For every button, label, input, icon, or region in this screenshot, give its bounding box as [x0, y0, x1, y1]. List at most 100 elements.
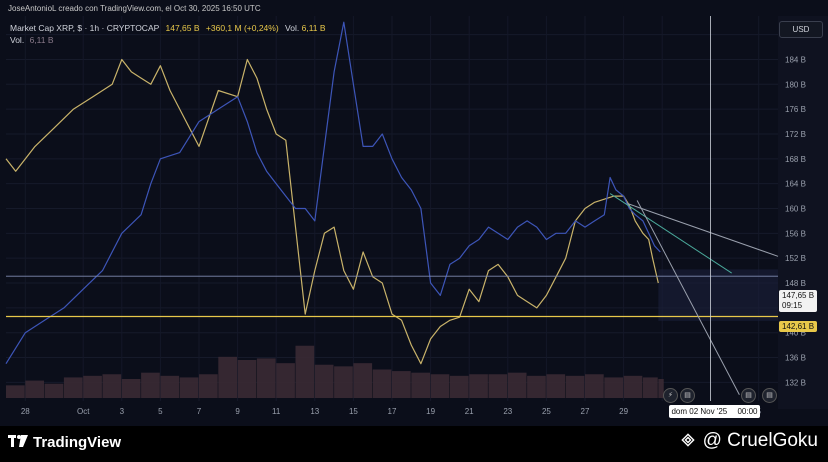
x-tick-label: 9 [235, 407, 240, 416]
volume-bar [295, 345, 315, 398]
volume-bar [469, 374, 488, 398]
x-tick-label: 13 [310, 407, 319, 416]
currency-button[interactable]: USD [779, 21, 823, 38]
volume-bar [565, 375, 585, 398]
volume-bar [141, 372, 160, 398]
volume-bar [276, 363, 295, 398]
volume-bar [507, 372, 527, 398]
y-tick-label: 152 B [785, 254, 806, 263]
volume-bar [63, 377, 83, 398]
symbol-name[interactable]: Market Cap XRP, $ · 1h · CRYPTOCAP [10, 23, 160, 33]
volume-bar [160, 375, 180, 398]
y-tick-label: 184 B [785, 55, 806, 64]
volume-bar [411, 372, 430, 398]
current-price-tag: 147,65 B 09:15 [779, 290, 818, 312]
volume-bar [44, 383, 64, 398]
volume-bar [314, 364, 334, 398]
x-tick-label: 21 [465, 407, 474, 416]
y-tick-label: 176 B [785, 105, 806, 114]
volume-bar [585, 374, 604, 398]
volume-bar [237, 360, 257, 398]
volume-bar [623, 375, 643, 398]
current-price-value: 147,65 B [782, 291, 815, 300]
countdown-timer: 09:15 [782, 301, 803, 310]
volume-bar [25, 380, 44, 398]
header-price: 147,65 B [165, 23, 200, 33]
news-icon[interactable]: ▤ [680, 388, 695, 403]
header-vol-value: 6,11 B [301, 23, 326, 33]
x-tick-label: 5 [158, 407, 163, 416]
volume-bar [199, 374, 218, 398]
x-tick-label: 3 [120, 407, 125, 416]
x-tick-label: 29 [619, 407, 628, 416]
volume-value: 6,11 B [29, 35, 54, 45]
trend-line [636, 200, 740, 396]
x-tick-label: 27 [581, 407, 590, 416]
watermark-text: @ CruelGoku [702, 430, 818, 451]
volume-bar [179, 377, 199, 398]
x-tick-label: 11 [272, 407, 281, 416]
crosshair-time: 00:00 [737, 407, 758, 416]
overlay-series-line [5, 21, 661, 365]
volume-bar [218, 356, 237, 398]
tradingview-brand: TradingView [33, 434, 122, 451]
y-tick-label: 180 B [785, 80, 806, 89]
news-icon-3[interactable]: ▤ [762, 388, 777, 403]
volume-label: Vol. [10, 35, 25, 45]
x-tick-label: 23 [503, 407, 512, 416]
header-vol-label: Vol. [285, 23, 300, 33]
volume-bar [256, 358, 276, 398]
volume-legend: Vol. 6,11 B [10, 35, 54, 45]
trend-line [609, 193, 732, 274]
volume-bar [6, 385, 25, 398]
header-change: +360,1 M (+0,24%) [205, 23, 279, 33]
volume-bar [121, 379, 141, 398]
volume-bar [546, 374, 566, 398]
y-tick-label: 168 B [785, 155, 806, 164]
y-tick-label: 164 B [785, 180, 806, 189]
volume-bar [449, 375, 469, 398]
volume-bar [658, 379, 664, 398]
lightning-icon[interactable]: ⚡ [663, 388, 678, 403]
volume-bar [488, 374, 508, 398]
watermark: @ CruelGoku [679, 430, 818, 452]
x-tick-label: 17 [388, 407, 397, 416]
volume-bar [604, 377, 623, 398]
x-tick-label: Oct [77, 407, 90, 416]
price-scale-panel [778, 16, 828, 409]
trend-line [627, 203, 779, 257]
footer-bar: TradingView @ CruelGoku [0, 426, 828, 462]
x-tick-label: 7 [197, 407, 202, 416]
volume-bar [83, 375, 102, 398]
binance-diamond-icon [680, 433, 695, 447]
y-tick-label: 156 B [785, 229, 806, 238]
support-price-tag: 142,61 B [779, 321, 818, 332]
tradingview-logo[interactable]: TradingView [8, 434, 121, 451]
x-tick-label: 28 [21, 407, 30, 416]
crosshair-date-label: dom 02 Nov '25 00:00 [669, 405, 760, 418]
tradingview-logo-icon [8, 435, 28, 447]
volume-bar [102, 374, 122, 398]
y-tick-label: 148 B [785, 279, 806, 288]
symbol-info: Market Cap XRP, $ · 1h · CRYPTOCAP 147,6… [10, 23, 326, 33]
volume-bar [334, 366, 353, 398]
volume-bar [353, 363, 373, 398]
chart-background [0, 0, 828, 426]
y-tick-label: 132 B [785, 378, 806, 387]
price-series-line [5, 58, 659, 365]
volume-bar [430, 374, 450, 398]
author-line: JoseAntonioL creado con TradingView.com,… [8, 4, 261, 13]
x-tick-label: 15 [349, 407, 358, 416]
volume-bar [527, 375, 546, 398]
y-tick-label: 140 B [785, 329, 806, 338]
volume-bar [642, 377, 658, 398]
y-tick-label: 136 B [785, 354, 806, 363]
volume-bar [372, 369, 392, 398]
crosshair-date: dom 02 Nov '25 [671, 407, 728, 416]
y-tick-label: 172 B [785, 130, 806, 139]
news-icon-2[interactable]: ▤ [741, 388, 756, 403]
x-tick-label: 25 [542, 407, 551, 416]
y-tick-label: 160 B [785, 205, 806, 214]
volume-bar [392, 371, 411, 398]
